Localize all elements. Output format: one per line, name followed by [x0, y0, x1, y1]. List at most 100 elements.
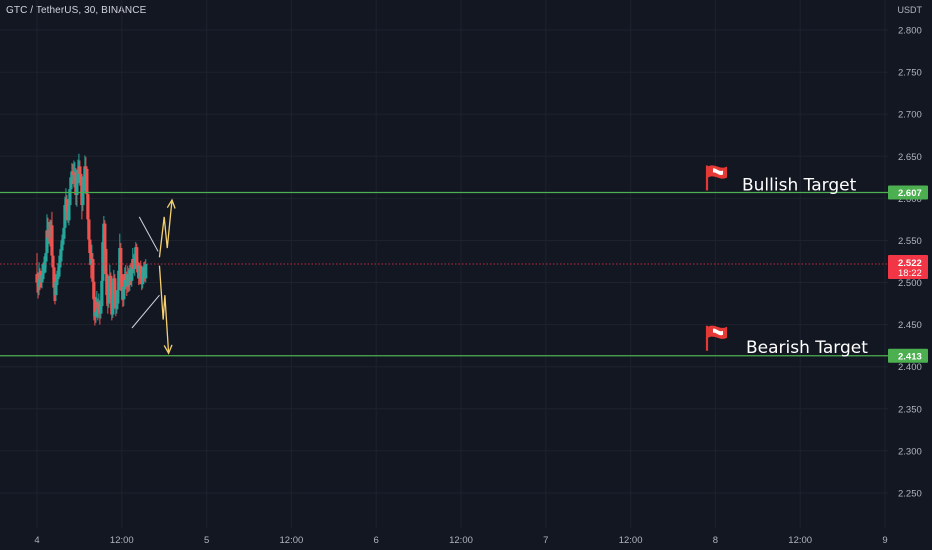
candle-body — [60, 244, 64, 251]
candle-body — [51, 255, 55, 268]
candle-body — [76, 169, 80, 184]
candle-body — [87, 219, 91, 240]
candle-body — [91, 258, 95, 282]
candle-body — [63, 205, 67, 228]
price-tick-label: 2.500 — [898, 278, 922, 289]
candle-body — [85, 168, 89, 195]
bearish-projection-arrow — [158, 265, 170, 354]
candle-body — [86, 194, 90, 220]
current-price-tag — [888, 255, 928, 280]
price-tick-label: 2.700 — [898, 110, 922, 121]
time-tick-label: 7 — [543, 535, 548, 546]
time-tick-label: 9 — [882, 535, 887, 546]
candle-body — [88, 239, 92, 254]
level-price-value: 2.607 — [898, 188, 922, 199]
candle-body — [65, 199, 69, 211]
candle-body — [42, 267, 46, 273]
candle-body — [119, 248, 123, 275]
candle-body — [62, 227, 66, 239]
candle-body — [68, 189, 72, 206]
candle-body — [141, 272, 145, 285]
candle-body — [59, 250, 63, 256]
candle-body — [57, 267, 61, 277]
candle-body — [105, 274, 109, 296]
candle-body — [107, 286, 111, 304]
price-tick-label: 2.550 — [898, 236, 922, 247]
candle-body — [144, 264, 148, 279]
candle-body — [45, 230, 49, 254]
candle-body — [41, 272, 45, 275]
candle-body — [93, 299, 97, 317]
candle-body — [100, 280, 104, 307]
level-price-value: 2.413 — [898, 351, 922, 362]
candle-body — [139, 265, 143, 275]
level-price-tag — [888, 185, 928, 200]
candle-body — [115, 303, 119, 309]
candle-body — [78, 166, 82, 174]
currency-unit: USDT — [897, 5, 923, 15]
price-tick-label: 2.350 — [898, 404, 922, 415]
triangle-upper-line — [138, 216, 159, 252]
time-tick-label: 12:00 — [280, 535, 304, 546]
candle-body — [43, 261, 47, 268]
time-tick-label: 5 — [204, 535, 209, 546]
candle-body — [37, 273, 41, 287]
candle-body — [35, 274, 39, 283]
candle-body — [61, 238, 65, 245]
candle-body — [56, 276, 60, 280]
bearish-projection-arrow-head — [163, 344, 173, 355]
candle-body — [114, 294, 118, 309]
candle-body — [72, 174, 76, 181]
candle-body — [58, 255, 62, 268]
candle-body — [113, 278, 117, 295]
candle-body — [122, 286, 126, 300]
red-flag-icon — [713, 328, 723, 336]
bullish-projection-arrow-head — [166, 198, 176, 209]
candle-body — [99, 306, 103, 314]
price-tick-label: 2.750 — [898, 68, 922, 79]
price-tick-label: 2.800 — [898, 26, 922, 37]
candle-body — [117, 270, 121, 291]
time-tick-label: 12:00 — [449, 535, 473, 546]
candle-body — [101, 242, 105, 281]
candle-body — [111, 295, 115, 315]
candle-body — [54, 281, 58, 296]
symbol-title: GTC / TetherUS, 30, BINANCE — [6, 5, 147, 16]
time-tick-label: 12:00 — [788, 535, 812, 546]
time-tick-label: 4 — [34, 535, 39, 546]
candle-body — [103, 223, 107, 249]
price-tick-label: 2.450 — [898, 320, 922, 331]
candle-body — [40, 274, 44, 283]
candle-body — [84, 166, 88, 169]
candle-body — [81, 191, 85, 206]
time-tick-label: 12:00 — [110, 535, 134, 546]
candle-body — [123, 274, 127, 287]
candle-countdown: 18:22 — [898, 268, 922, 279]
bullish-projection-arrow — [158, 199, 173, 258]
candle-body — [55, 279, 59, 282]
candle-body — [104, 248, 108, 275]
candle-body — [44, 253, 48, 262]
time-tick-label: 6 — [374, 535, 379, 546]
bullish-target-label: Bullish Target — [742, 175, 857, 195]
candle-body — [136, 262, 140, 273]
candle-body — [120, 274, 124, 291]
candle-body — [83, 166, 87, 177]
candle-body — [38, 273, 42, 280]
candle-body — [133, 257, 137, 270]
triangle-lower-line — [131, 294, 160, 329]
candle-body — [130, 267, 134, 281]
level-price-tag — [888, 348, 928, 363]
candle-body — [94, 312, 98, 317]
price-tick-label: 2.300 — [898, 446, 922, 457]
candle-body — [92, 281, 96, 300]
candle-body — [109, 275, 113, 299]
candle-body — [75, 183, 79, 195]
red-flag-icon — [713, 168, 723, 175]
candle-body — [116, 290, 120, 304]
candle-body — [135, 247, 139, 263]
candle-body — [79, 173, 83, 186]
candle-body — [69, 177, 73, 190]
candle-body — [124, 274, 128, 281]
